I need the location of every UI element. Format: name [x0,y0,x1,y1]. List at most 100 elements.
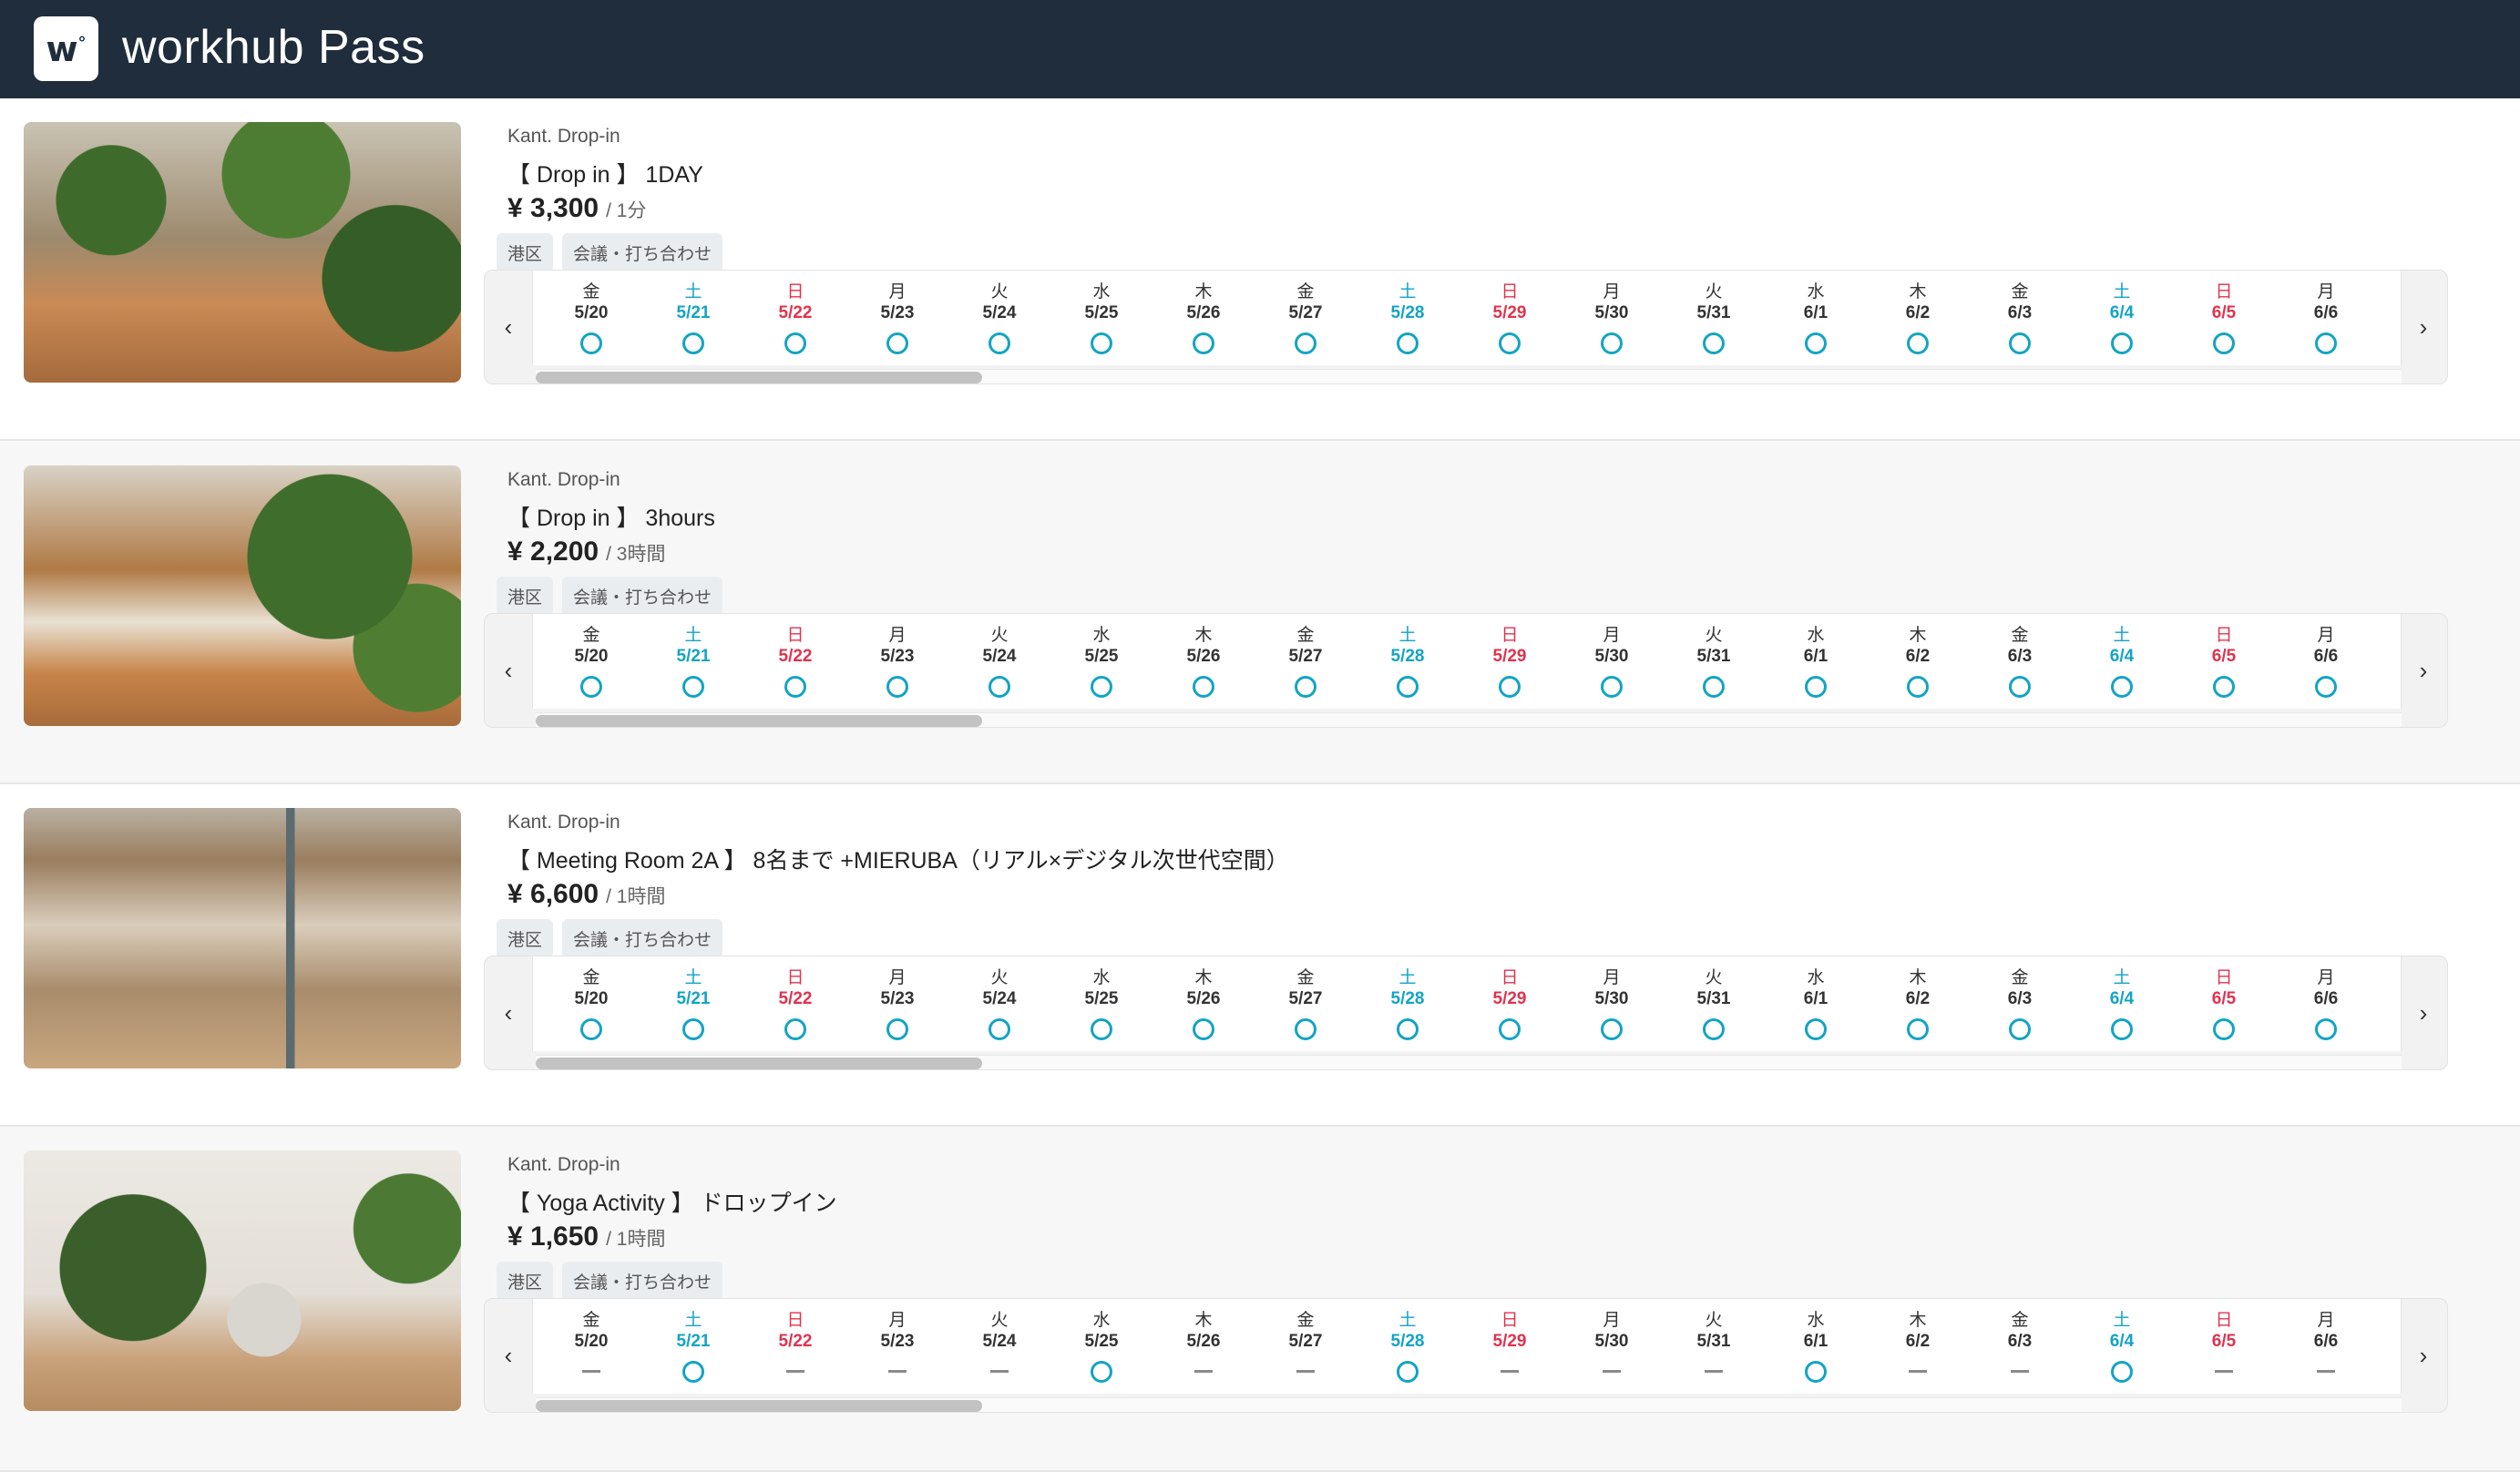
available-circle-icon[interactable] [1499,676,1521,698]
calendar-day: 金 5/20 [540,956,642,1051]
available-circle-icon[interactable] [2213,676,2235,698]
available-circle-icon[interactable] [1091,676,1112,698]
calendar-day: 日 5/22 [744,1299,846,1394]
available-circle-icon[interactable] [784,676,806,698]
available-circle-icon[interactable] [1601,1018,1623,1040]
available-circle-icon[interactable] [886,1018,908,1040]
available-circle-icon[interactable] [2009,332,2031,354]
available-circle-icon[interactable] [1295,1018,1316,1040]
available-circle-icon[interactable] [1907,676,1929,698]
workhub-logo[interactable]: w ° [34,16,98,81]
available-circle-icon[interactable] [784,1018,806,1040]
available-circle-icon[interactable] [2009,676,2031,698]
available-circle-icon[interactable] [1397,676,1419,698]
available-circle-icon[interactable] [989,332,1010,354]
available-circle-icon[interactable] [989,1018,1010,1040]
day-date: 6/5 [2211,989,2237,1008]
available-circle-icon[interactable] [2111,1361,2133,1383]
available-circle-icon[interactable] [682,332,704,354]
scrollbar-thumb[interactable] [536,372,982,383]
listing-row[interactable]: Kant. Drop-in 【 Meeting Room 2A 】 8名まで +… [0,784,2520,1127]
calendar-scrollbar[interactable] [536,1055,2402,1069]
calendar-day: 水 5/25 [1050,956,1152,1051]
available-circle-icon[interactable] [1499,332,1521,354]
day-weekday: 水 [1807,968,1825,987]
scrollbar-thumb[interactable] [536,715,982,727]
calendar-prev-button[interactable]: ‹ [504,998,513,1027]
listing-photo[interactable] [24,1150,461,1411]
available-circle-icon[interactable] [1193,1018,1214,1040]
available-circle-icon[interactable] [2111,676,2133,698]
available-circle-icon[interactable] [989,676,1010,698]
available-circle-icon[interactable] [1805,332,1827,354]
available-circle-icon[interactable] [2213,332,2235,354]
listing-title[interactable]: 【 Meeting Room 2A 】 8名まで +MIERUBA（リアル×デジ… [507,848,1289,874]
calendar-next-button[interactable]: › [2419,1341,2428,1369]
available-circle-icon[interactable] [580,332,602,354]
listing-title[interactable]: 【 Drop in 】 1DAY [507,162,703,188]
available-circle-icon[interactable] [682,676,704,698]
available-circle-icon[interactable] [886,676,908,698]
available-circle-icon[interactable] [784,332,806,354]
calendar-day: 水 6/1 [1765,956,1867,1051]
available-circle-icon[interactable] [1397,1361,1419,1383]
available-circle-icon[interactable] [1805,1361,1827,1383]
available-circle-icon[interactable] [886,332,908,354]
logo-sup: ° [77,34,87,53]
calendar-prev-button[interactable]: ‹ [504,1341,513,1369]
day-date: 5/22 [778,989,813,1008]
calendar-next-button[interactable]: › [2419,312,2428,341]
available-circle-icon[interactable] [2315,676,2337,698]
available-circle-icon[interactable] [2009,1018,2031,1040]
day-date: 6/4 [2109,1332,2135,1351]
available-circle-icon[interactable] [1907,1018,1929,1040]
calendar-prev-button[interactable]: ‹ [504,312,513,341]
available-circle-icon[interactable] [2111,332,2133,354]
available-circle-icon[interactable] [1703,676,1725,698]
available-circle-icon[interactable] [1091,332,1112,354]
available-circle-icon[interactable] [1703,1018,1725,1040]
available-circle-icon[interactable] [1499,1018,1521,1040]
available-circle-icon[interactable] [2213,1018,2235,1040]
available-circle-icon[interactable] [682,1018,704,1040]
listing-row[interactable]: Kant. Drop-in 【 Drop in 】 1DAY ¥ 3,300 / … [0,98,2520,441]
available-circle-icon[interactable] [1091,1018,1112,1040]
available-circle-icon[interactable] [1805,1018,1827,1040]
available-circle-icon[interactable] [1193,332,1214,354]
available-circle-icon[interactable] [1907,332,1929,354]
calendar-scrollbar[interactable] [536,712,2402,727]
available-circle-icon[interactable] [1091,1361,1112,1383]
available-circle-icon[interactable] [1295,676,1316,698]
available-circle-icon[interactable] [1397,332,1419,354]
available-circle-icon[interactable] [1397,1018,1419,1040]
available-circle-icon[interactable] [2315,332,2337,354]
listing-title[interactable]: 【 Yoga Activity 】 ドロップイン [507,1191,837,1216]
scrollbar-thumb[interactable] [536,1400,982,1412]
scrollbar-thumb[interactable] [536,1058,982,1069]
listing-photo[interactable] [24,122,461,383]
available-circle-icon[interactable] [1193,676,1214,698]
available-circle-icon[interactable] [1601,676,1623,698]
calendar-next-button[interactable]: › [2419,656,2428,684]
available-circle-icon[interactable] [2111,1018,2133,1040]
listing-row[interactable]: Kant. Drop-in 【 Drop in 】 3hours ¥ 2,200… [0,442,2520,784]
listing-photo[interactable] [24,808,461,1068]
listing-title[interactable]: 【 Drop in 】 3hours [507,506,715,531]
available-circle-icon[interactable] [1805,676,1827,698]
day-date: 5/27 [1288,989,1323,1008]
listing-row[interactable]: Kant. Drop-in 【 Yoga Activity 】 ドロップイン ¥… [0,1127,2520,1472]
calendar-scrollbar[interactable] [536,369,2402,383]
available-circle-icon[interactable] [1601,332,1623,354]
available-circle-icon[interactable] [580,1018,602,1040]
calendar-prev-button[interactable]: ‹ [504,656,513,684]
available-circle-icon[interactable] [1295,332,1316,354]
available-circle-icon[interactable] [580,676,602,698]
listing-category: Kant. Drop-in [507,1154,620,1175]
available-circle-icon[interactable] [682,1361,704,1383]
calendar-next-button[interactable]: › [2419,998,2428,1027]
day-date: 5/22 [778,303,813,322]
listing-photo[interactable] [24,465,461,726]
available-circle-icon[interactable] [2315,1018,2337,1040]
calendar-scrollbar[interactable] [536,1397,2402,1412]
available-circle-icon[interactable] [1703,332,1725,354]
